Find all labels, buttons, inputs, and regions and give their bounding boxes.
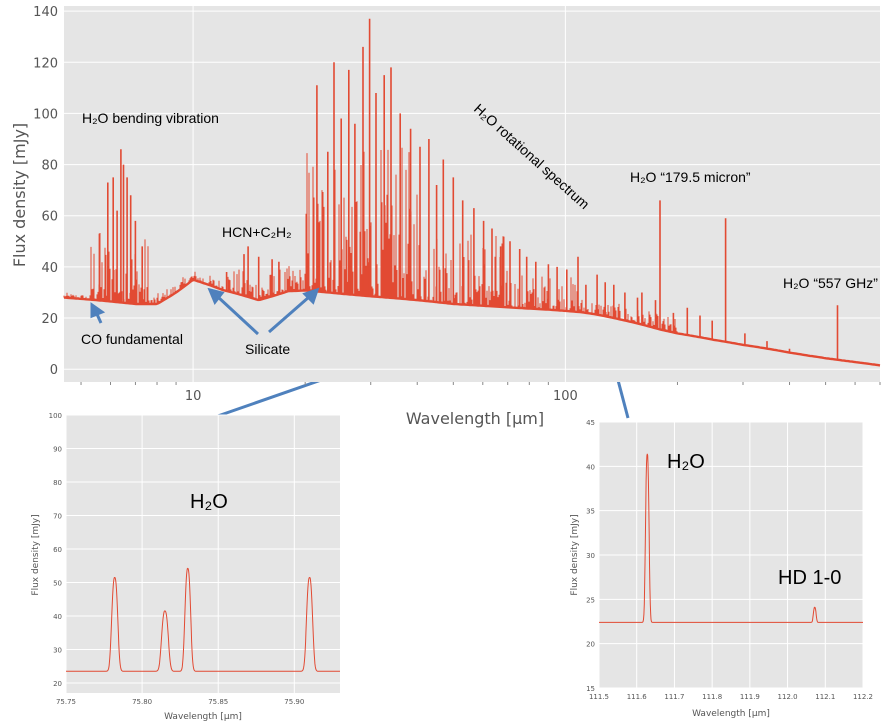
main-y-tick-label: 40 (41, 261, 58, 276)
inset-right-y-tick-label: 20 (586, 641, 595, 649)
main-plot-area (64, 6, 880, 382)
main-y-tick-label: 0 (50, 363, 58, 378)
inset-right-h2o-label: H₂O (667, 451, 705, 473)
inset-left-x-tick-label: 75.75 (56, 698, 76, 706)
annotation-h2o-557: H₂O “557 GHz” (783, 275, 878, 291)
inset-left-spectrum-line (66, 567, 340, 672)
main-x-label: Wavelength [μm] (406, 409, 544, 428)
inset-right-x-tick-label: 112.2 (853, 693, 873, 701)
annotation-arrows (90, 287, 320, 336)
inset-right-x-tick-label: 112.0 (778, 693, 798, 701)
main-y-tick-label: 80 (41, 159, 58, 174)
inset-right-y-tick-label: 40 (586, 463, 595, 471)
inset-right-x-tick-label: 112.1 (815, 693, 835, 701)
annotation-h2o-179: H₂O “179.5 micron” (630, 169, 751, 185)
inset-right-y-tick-label: 35 (586, 508, 595, 516)
main-grid (64, 6, 880, 382)
annotation-silicate: Silicate (245, 341, 290, 357)
inset-left-y-label: Flux density [mJy] (31, 514, 41, 595)
arrow-silicate-left (216, 295, 260, 336)
inset-left-y-tick-label: 40 (53, 613, 62, 621)
inset-left-y-tick-label: 100 (49, 412, 62, 420)
annotation-h2o-bending: H₂O bending vibration (82, 110, 219, 126)
main-ticks: 0 20 40 60 80 100 120 140 10 100 (33, 5, 881, 404)
inset-left-grid (65, 414, 340, 693)
annotation-co-fundamental: CO fundamental (81, 331, 183, 347)
main-y-label: Flux density [mJy] (10, 123, 29, 267)
inset-right-x-tick-label: 111.7 (664, 693, 684, 701)
inset-left-y-tick-label: 20 (53, 680, 62, 688)
inset-right-x-label: Wavelength [μm] (692, 709, 770, 719)
inset-left-x-tick-label: 75.85 (208, 698, 228, 706)
inset-left-ticks: 20 30 40 50 60 70 80 90 100 75.75 75.80 75.85 75.90 (49, 412, 305, 706)
arrow-silicate-right (268, 295, 310, 334)
inset-left-y-tick-label: 30 (53, 646, 62, 654)
inset-right-y-tick-label: 45 (586, 419, 595, 427)
inset-right-grid (598, 421, 864, 689)
arrowhead-silicate-left (207, 287, 225, 305)
inset-left-y-tick-label: 60 (53, 546, 62, 554)
main-y-tick-label: 60 (41, 210, 58, 225)
inset-left-x-label: Wavelength [μm] (164, 712, 242, 722)
inset-left-y-tick-label: 80 (53, 479, 62, 487)
inset-left-y-tick-label: 70 (53, 512, 62, 520)
inset-right-chart: 15 20 25 30 35 40 45 111.5 111.6 111.7 111.8 111.9 1… (570, 419, 873, 719)
main-y-tick-label: 20 (41, 312, 58, 327)
main-y-tick-label: 140 (33, 5, 58, 20)
inset-right-spectrum-line (599, 453, 863, 623)
inset-left-plot-area (66, 415, 340, 693)
inset-right-x-tick-label: 111.5 (589, 693, 609, 701)
inset-right-hd-label: HD 1-0 (778, 567, 841, 589)
inset-right-y-tick-label: 30 (586, 552, 595, 560)
annotation-hcn-c2h2: HCN+C₂H₂ (222, 224, 292, 240)
arrowhead-silicate-right (302, 287, 320, 305)
inset-right-y-label: Flux density [mJy] (570, 514, 580, 595)
main-y-tick-label: 120 (33, 56, 58, 71)
main-x-tick-label: 10 (185, 389, 202, 404)
inset-right-x-tick-label: 111.8 (702, 693, 722, 701)
inset-left-y-tick-label: 50 (53, 579, 62, 587)
inset-right-y-tick-label: 15 (586, 685, 595, 693)
inset-right-y-tick-label: 25 (586, 596, 595, 604)
main-x-tick-label: 100 (553, 389, 578, 404)
inset-left-y-tick-label: 90 (53, 445, 62, 453)
arrowhead-co (90, 302, 106, 319)
main-y-tick-label: 100 (33, 107, 58, 122)
inset-left-h2o-label: H₂O (190, 491, 228, 513)
inset-left-x-tick-label: 75.90 (284, 698, 304, 706)
inset-left-x-tick-label: 75.80 (132, 698, 152, 706)
inset-right-x-tick-label: 111.9 (740, 693, 760, 701)
main-continuum-line (63, 278, 881, 367)
main-emission-lines (98, 18, 839, 360)
inset-right-x-tick-label: 111.6 (627, 693, 648, 701)
inset-right-ticks: 15 20 25 30 35 40 45 111.5 111.6 111.7 111.8 111.9 1… (586, 419, 873, 701)
